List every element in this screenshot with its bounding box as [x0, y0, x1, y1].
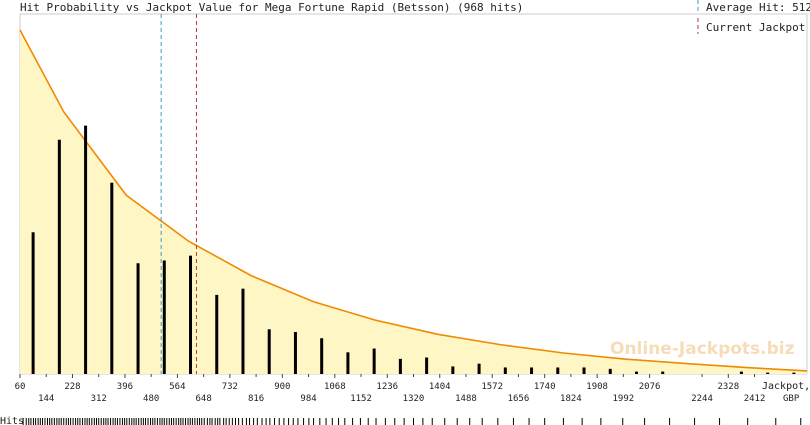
x-tick-label: 1824 [560, 394, 582, 404]
x-axis: 60 228 396 564 732 900 1068 1236 1404 1572 1740 190… [15, 374, 766, 404]
bar [293, 332, 297, 374]
bar [346, 352, 350, 374]
x-tick-label: 2328 [717, 382, 739, 392]
x-tick-label: 480 [143, 394, 159, 404]
x-tick-label: 1656 [508, 394, 530, 404]
bar [451, 366, 455, 374]
bar [31, 232, 35, 374]
bar [398, 358, 402, 374]
bar [503, 367, 507, 374]
bar [556, 367, 560, 374]
bar [661, 371, 665, 374]
x-tick-label: 816 [248, 394, 264, 404]
bar [792, 372, 796, 374]
bar [162, 260, 166, 374]
x-tick-label: 1152 [350, 394, 372, 404]
hits-rug [22, 418, 802, 425]
bar [267, 329, 271, 374]
bar [57, 139, 61, 374]
x-tick-label: 1992 [613, 394, 635, 404]
x-axis-label-line1: Jackpot, [762, 381, 810, 392]
x-tick-label: 2076 [639, 382, 661, 392]
x-tick-label: 1320 [403, 394, 425, 404]
x-tick-label: 2412 [744, 394, 766, 404]
x-tick-label: 1908 [586, 382, 608, 392]
bar [84, 125, 88, 374]
bar [530, 367, 534, 374]
x-tick-label: 1572 [481, 382, 503, 392]
bar [582, 367, 586, 374]
bar [241, 288, 245, 374]
bar [425, 357, 429, 374]
hits-label: Hits [0, 416, 24, 425]
bar [215, 294, 219, 374]
x-tick-label: 60 [15, 382, 26, 392]
x-axis-label-line2: GBP [783, 394, 800, 404]
legend-current-label: Current Jackpot [706, 21, 805, 34]
bar [136, 263, 140, 374]
probability-area [20, 30, 807, 374]
bar [739, 371, 743, 374]
legend: Average Hit: 512 Current Jackpot [697, 0, 810, 34]
x-tick-label: 228 [64, 382, 80, 392]
x-tick-label: 1236 [376, 382, 398, 392]
bar [110, 182, 114, 374]
x-tick-label: 2244 [691, 394, 713, 404]
bar [372, 348, 376, 374]
bar [766, 372, 770, 374]
bar [608, 368, 612, 374]
x-tick-label: 984 [300, 394, 316, 404]
x-tick-label: 648 [196, 394, 212, 404]
x-tick-label: 1488 [455, 394, 477, 404]
bar [477, 363, 481, 374]
x-tick-label: 312 [91, 394, 107, 404]
legend-average-label: Average Hit: 512 [706, 1, 810, 14]
bars [31, 125, 796, 374]
chart-title: Hit Probability vs Jackpot Value for Meg… [20, 1, 523, 14]
bar [320, 338, 324, 374]
bar [189, 255, 193, 374]
x-tick-label: 1068 [324, 382, 346, 392]
probability-curve [19, 29, 808, 372]
watermark: Online-Jackpots.biz [610, 339, 795, 359]
bar [634, 371, 638, 374]
x-tick-label: 396 [117, 382, 133, 392]
x-tick-label: 1404 [429, 382, 451, 392]
x-tick-label: 1740 [534, 382, 556, 392]
x-tick-label: 144 [38, 394, 54, 404]
x-tick-label: 564 [169, 382, 185, 392]
x-tick-label: 900 [274, 382, 290, 392]
x-tick-label: 732 [222, 382, 238, 392]
